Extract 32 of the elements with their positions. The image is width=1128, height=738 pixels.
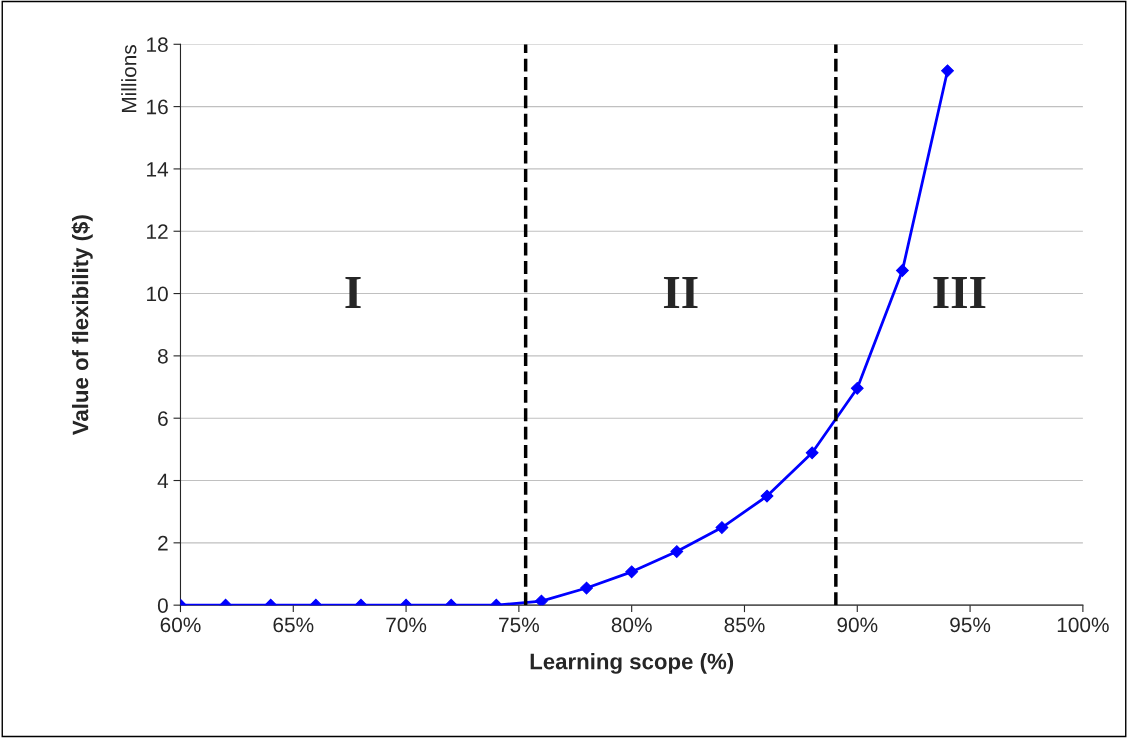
- point: [895, 264, 909, 277]
- y-tick-label: 10: [147, 286, 168, 302]
- point: [535, 594, 548, 606]
- x-tick-label: 85%: [724, 617, 765, 633]
- x-tick-label: 100%: [1057, 617, 1109, 633]
- y-tick-label: 14: [147, 162, 169, 177]
- annotation: II: [663, 277, 698, 309]
- x-tick-label: 90%: [837, 617, 878, 633]
- x-tick-label: 75%: [499, 617, 539, 633]
- y-tick-label: 18: [147, 37, 168, 53]
- point: [715, 521, 729, 534]
- x-tick-label: 80%: [611, 617, 652, 633]
- x-tick-label: 60%: [160, 617, 201, 633]
- annotation: III: [933, 277, 986, 309]
- point: [760, 489, 774, 503]
- y-tick-label: 16: [147, 99, 168, 115]
- x-tick-label: 65%: [273, 617, 314, 633]
- point: [850, 381, 864, 395]
- x-tick-label: 70%: [386, 617, 427, 633]
- y-axis-title: Value of flexibility ($): [71, 215, 93, 436]
- y-tick-label: 2: [158, 535, 168, 551]
- y-tick-label: 12: [147, 224, 168, 239]
- y-tick-label: 0: [157, 598, 168, 613]
- x-axis-title: Learning scope (%): [530, 653, 734, 674]
- text: Millions: [121, 45, 137, 113]
- point: [805, 446, 819, 460]
- y-tick-label: 8: [157, 348, 168, 364]
- y-tick-label: 6: [158, 411, 168, 426]
- x-tick-label: 95%: [950, 617, 991, 633]
- point: [941, 64, 954, 78]
- annotation: I: [345, 277, 361, 309]
- y-tick-label: 4: [157, 473, 169, 489]
